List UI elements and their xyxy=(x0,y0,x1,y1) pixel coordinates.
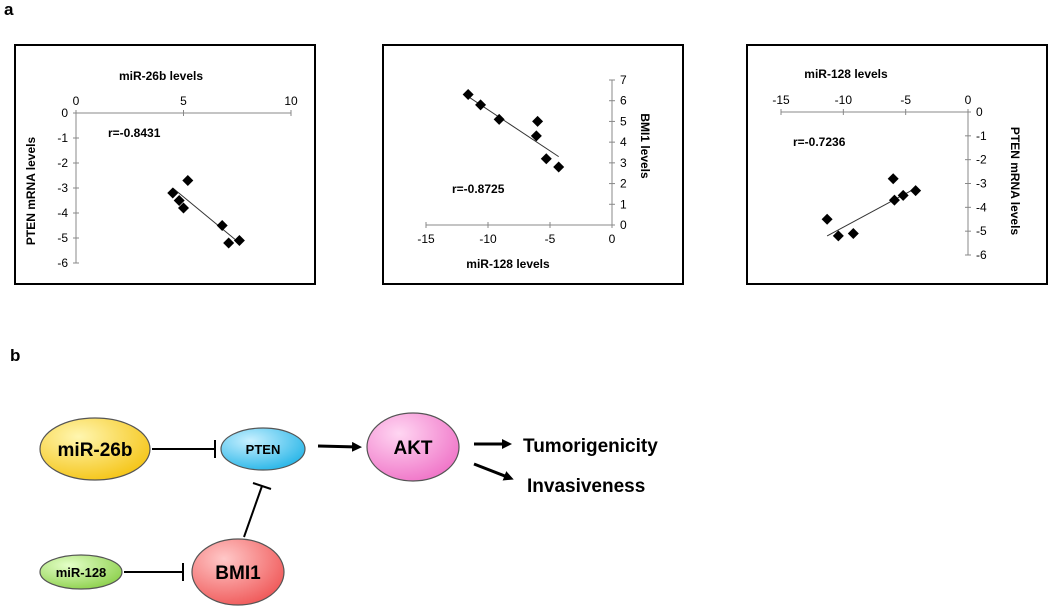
y-tick-label: -2 xyxy=(976,153,987,167)
inhibit-bmi1-pten xyxy=(243,482,272,538)
x-tick-label: 0 xyxy=(73,94,80,108)
y-axis-title: BMI1 levels xyxy=(638,113,652,179)
data-point xyxy=(532,115,544,127)
chart-svg-2: -15 -10 -5 00 1 2 3 4 5 6 7 miR-128 levels BMI1 leve… xyxy=(417,73,652,271)
y-axis-title: PTEN mRNA levels xyxy=(1008,127,1022,236)
y-tick-label: 3 xyxy=(620,156,627,170)
y-tick-label: -5 xyxy=(57,231,68,245)
panel-letter-b: b xyxy=(10,346,21,365)
y-tick-label: 0 xyxy=(61,106,68,120)
node-akt: AKT xyxy=(366,412,460,482)
y-axis-title: PTEN mRNA levels xyxy=(24,137,38,246)
chart-svg-1: 0 5 10 0 -1 -2 -3 -4 -5 -6 miR-26b levels PTEN mRNA… xyxy=(24,69,298,270)
x-tick-label: 10 xyxy=(284,94,298,108)
y-tick-label: -2 xyxy=(57,156,68,170)
arrow-pten-akt xyxy=(317,441,362,452)
y-tick-label: 0 xyxy=(620,218,627,232)
y-tick-label: 6 xyxy=(620,94,627,108)
data-point xyxy=(173,195,185,206)
data-point xyxy=(216,220,228,231)
data-point xyxy=(493,113,505,125)
data-point xyxy=(888,194,900,206)
data-point xyxy=(233,235,245,246)
x-tick-label: -10 xyxy=(835,93,853,107)
panel-letter-a: a xyxy=(4,0,14,19)
outcome-tumorigenicity: Tumorigenicity xyxy=(523,436,658,457)
trendline xyxy=(172,187,240,244)
node-pten-label: PTEN xyxy=(246,442,281,457)
x-axis-title: miR-128 levels xyxy=(804,67,888,81)
y-tick-label: 7 xyxy=(620,73,627,87)
node-mir128: miR-128 xyxy=(39,554,123,590)
chart-svg-3: -15 -10 -5 00 -1 -2 -3 -4 -5 -6 miR-128 levels PTEN… xyxy=(772,67,1022,262)
node-bmi1: BMI1 xyxy=(191,538,285,606)
data-point xyxy=(832,230,844,242)
data-point xyxy=(530,130,542,142)
data-point xyxy=(182,175,194,186)
data-point xyxy=(540,153,552,165)
x-tick-label: -5 xyxy=(900,93,911,107)
y-tick-label: -4 xyxy=(976,200,987,214)
data-point xyxy=(178,202,189,214)
y-tick-label: 4 xyxy=(620,135,627,149)
correlation-label: r=-0.8431 xyxy=(108,126,161,140)
correlation-label: r=-0.7236 xyxy=(793,135,846,149)
x-tick-label: -15 xyxy=(417,232,435,246)
y-tick-label: 1 xyxy=(620,197,627,211)
y-tick-label: -6 xyxy=(976,248,987,262)
data-point xyxy=(910,185,922,197)
x-tick-label: -10 xyxy=(479,232,497,246)
chart-mir26b-pten: 0 5 10 0 -1 -2 -3 -4 -5 -6 miR-26b levels PTEN mRNA… xyxy=(14,44,316,285)
y-tick-label: -4 xyxy=(57,206,68,220)
data-point xyxy=(223,237,235,249)
y-tick-label: -1 xyxy=(976,129,987,143)
y-tick-label: 2 xyxy=(620,177,627,191)
data-point xyxy=(475,99,487,111)
data-point xyxy=(847,228,859,240)
node-bmi1-label: BMI1 xyxy=(215,563,261,584)
data-point xyxy=(167,187,179,199)
x-tick-label: -15 xyxy=(772,93,790,107)
x-axis-title: miR-128 levels xyxy=(466,257,550,271)
y-tick-label: -5 xyxy=(976,224,987,238)
node-mir128-label: miR-128 xyxy=(56,565,107,580)
x-tick-label: -5 xyxy=(545,232,556,246)
chart-mir128-bmi1: -15 -10 -5 0 0 1 2 3 4 5 6 7 miR-128 levels BMI1 leve… xyxy=(382,44,684,285)
chart-mir128-pten: -15 -10 -5 0 0 -1 -2 -3 -4 -5 -6 miR-128 levels PTEN… xyxy=(746,44,1048,285)
node-akt-label: AKT xyxy=(393,438,432,459)
y-tick-label: 5 xyxy=(620,114,627,128)
correlation-label: r=-0.8725 xyxy=(452,182,505,196)
x-tick-label: 0 xyxy=(965,93,972,107)
x-tick-label: 0 xyxy=(609,232,616,246)
data-point xyxy=(462,89,474,100)
outcome-invasiveness: Invasiveness xyxy=(527,476,645,497)
y-tick-label: -6 xyxy=(57,256,68,270)
y-tick-label: -3 xyxy=(57,181,68,195)
y-tick-label: -1 xyxy=(57,131,68,145)
data-point xyxy=(897,189,909,201)
node-pten: PTEN xyxy=(220,427,306,471)
node-mir26b: miR-26b xyxy=(39,417,151,481)
node-mir26b-label: miR-26b xyxy=(58,440,133,461)
data-point xyxy=(821,213,833,225)
y-tick-label: 0 xyxy=(976,105,983,119)
x-tick-label: 5 xyxy=(180,94,187,108)
pathway-diagram: miR-26b PTEN AKT Tumorigenicity Invasive… xyxy=(39,412,658,606)
x-axis-title: miR-26b levels xyxy=(119,69,203,83)
inhibit-mir128-bmi1 xyxy=(124,563,184,581)
data-point xyxy=(887,173,899,185)
inhibit-mir26b-pten xyxy=(152,440,216,458)
data-point xyxy=(553,161,565,173)
arrow-akt-invasiveness xyxy=(473,462,514,481)
y-tick-label: -3 xyxy=(976,177,987,191)
